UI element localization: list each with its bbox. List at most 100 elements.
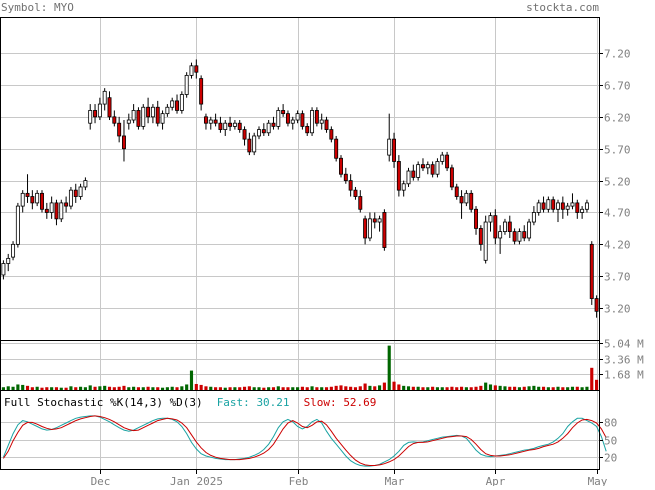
candle-body <box>411 170 416 178</box>
candle-body <box>107 97 112 118</box>
volume-bar <box>271 387 276 390</box>
candle-body <box>6 257 11 264</box>
volume-bar <box>329 386 333 390</box>
candle-body <box>522 231 527 239</box>
candle-body <box>358 196 363 210</box>
candle-body <box>15 205 20 245</box>
volume-bar <box>378 385 382 390</box>
volume-bar <box>64 387 68 390</box>
candle-body <box>175 100 179 111</box>
volume-bar <box>93 386 97 390</box>
candle-body <box>314 110 319 124</box>
candle-body <box>488 215 493 223</box>
candle-body <box>512 231 517 242</box>
candle-body <box>218 122 223 130</box>
candle-body <box>498 231 503 239</box>
volume-bar <box>83 387 87 390</box>
volume-bar <box>175 387 179 390</box>
slow-label: Slow: <box>304 396 344 409</box>
volume-bar <box>474 386 478 390</box>
candle-body <box>536 202 541 213</box>
volume-bar <box>242 386 247 390</box>
panel-frames <box>0 17 600 470</box>
volume-bar <box>324 387 329 390</box>
volume-bar <box>493 385 497 390</box>
volume-bar <box>503 386 507 390</box>
fast-value: 30.21 <box>256 396 289 409</box>
candle-body <box>199 78 204 105</box>
volume-bar <box>238 387 242 390</box>
candle-body <box>541 202 546 210</box>
volume-bar <box>117 386 121 390</box>
candle-body <box>68 189 73 207</box>
candle-body <box>493 215 498 239</box>
candle-body <box>353 189 358 197</box>
volume-bar <box>459 386 464 390</box>
volume-bar <box>537 386 541 390</box>
candle-body <box>430 164 435 175</box>
volume-bar <box>30 387 34 390</box>
volume-bar <box>180 386 184 390</box>
candle-body <box>454 186 459 197</box>
volume-bar <box>127 387 131 390</box>
volume-bar <box>247 386 251 390</box>
candle-body <box>319 119 324 124</box>
candle-body <box>502 221 507 233</box>
volume-bar <box>532 385 536 390</box>
candle-body <box>382 212 387 248</box>
candle-body <box>459 196 464 204</box>
candle-body <box>507 221 512 233</box>
price-tick-label: 6.20 <box>604 112 631 125</box>
volume-bar <box>223 387 227 390</box>
candle-body <box>271 122 276 127</box>
candle-body <box>252 135 257 153</box>
volume-bar <box>310 386 314 390</box>
volume-bar <box>411 386 415 390</box>
volume-bar <box>209 386 213 390</box>
volume-bar <box>21 384 25 390</box>
volume-bar <box>431 386 435 390</box>
volume-bar <box>387 345 391 390</box>
stochastic-title: Full Stochastic %K(14,3) %D(3) <box>4 396 203 409</box>
volume-bar <box>170 386 174 390</box>
volume-bar <box>484 382 488 390</box>
date-tick-label: Feb <box>289 475 309 486</box>
volume-bar <box>189 370 194 390</box>
stochastic-lines-layer <box>2 415 607 467</box>
candle-body <box>20 192 25 207</box>
candle-body <box>165 106 170 115</box>
date-tick-label: Mar <box>385 475 405 486</box>
volume-bar <box>98 386 102 390</box>
candle-body <box>11 243 16 258</box>
candle-body <box>401 183 406 191</box>
price-tick-label: 7.20 <box>604 48 631 61</box>
price-tick-label: 4.70 <box>604 207 631 220</box>
candle-body <box>584 202 589 210</box>
candle-body <box>300 113 305 127</box>
volume-bar <box>450 386 454 390</box>
candle-body <box>551 199 556 210</box>
volume-bar <box>440 387 444 390</box>
candle-body <box>155 106 160 124</box>
candle-body <box>237 122 242 130</box>
volume-bar <box>479 385 483 390</box>
date-tick-label: Dec <box>91 475 111 486</box>
candle-body <box>208 119 213 124</box>
volume-bar <box>199 384 203 390</box>
price-tick-label: 5.70 <box>604 144 631 157</box>
stochastic-axis: 80 50 20 <box>599 417 617 465</box>
candle-body <box>531 212 536 223</box>
candle-body <box>324 119 329 130</box>
stochastic-tick-label: 50 <box>604 435 617 448</box>
volume-bar <box>402 385 406 390</box>
volume-bar <box>6 386 10 390</box>
candle-body <box>44 208 49 213</box>
volume-bar <box>556 386 560 390</box>
candle-body <box>59 202 64 220</box>
volume-bar <box>595 379 599 390</box>
candle-body <box>580 208 585 213</box>
candle-body <box>35 192 40 204</box>
volume-bar <box>334 385 338 390</box>
volume-bar <box>11 386 15 390</box>
volume-bar <box>561 387 565 390</box>
